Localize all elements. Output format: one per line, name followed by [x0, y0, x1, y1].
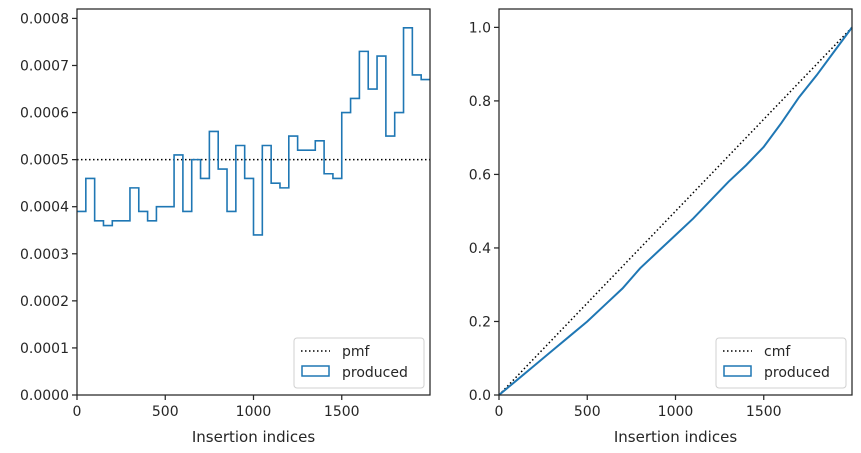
left-y-tick-label: 0.0004 — [20, 200, 69, 216]
left-x-ticks: 0 500 1000 1500 — [73, 395, 360, 420]
left-series-produced — [77, 27, 430, 236]
left-legend-produced-label: produced — [342, 365, 408, 381]
right-x-ticks: 0 500 1000 1500 — [495, 395, 782, 420]
right-x-tick-label: 500 — [574, 404, 601, 420]
left-x-tick-label: 0 — [73, 404, 82, 420]
right-y-tick-label: 0.8 — [469, 94, 491, 110]
right-legend-produced-swatch — [723, 365, 752, 377]
left-x-tick-label: 1500 — [324, 404, 360, 420]
right-chart: 0.0 0.2 0.4 0.6 0.8 1.0 0 500 1000 1500 Insertio… — [469, 8, 853, 446]
right-legend-produced-label: produced — [764, 365, 830, 381]
left-legend-produced-swatch — [301, 365, 330, 377]
right-y-tick-label: 0.2 — [469, 314, 491, 330]
left-y-tick-label: 0.0003 — [20, 247, 69, 263]
right-legend-cmf-label: cmf — [764, 344, 791, 360]
left-y-tick-label: 0.0008 — [20, 11, 69, 27]
left-y-ticks: 0.0000 0.0001 0.0002 0.0003 0.0004 0.0005 0.00… — [20, 11, 77, 404]
left-plot-area — [77, 27, 430, 236]
right-y-tick-label: 0.6 — [469, 167, 491, 183]
right-x-tick-label: 1500 — [746, 404, 782, 420]
right-axes-frame — [498, 8, 853, 396]
left-legend-pmf-label: pmf — [342, 344, 371, 360]
right-x-tick-label: 0 — [495, 404, 504, 420]
left-x-tick-label: 500 — [152, 404, 179, 420]
left-x-tick-label: 1000 — [236, 404, 272, 420]
left-legend: pmf produced — [293, 337, 425, 389]
right-series-produced — [498, 26, 853, 396]
right-x-tick-label: 1000 — [658, 404, 694, 420]
right-series-cmf — [498, 26, 853, 396]
right-y-ticks: 0.0 0.2 0.4 0.6 0.8 1.0 — [469, 20, 499, 404]
right-y-tick-label: 0.4 — [469, 241, 491, 257]
left-y-tick-label: 0.0001 — [20, 341, 69, 357]
right-legend: cmf produced — [715, 337, 847, 389]
right-plot-area — [498, 26, 853, 396]
left-chart: 0.0000 0.0001 0.0002 0.0003 0.0004 0.0005 0.00… — [20, 8, 431, 446]
left-x-axis-label: Insertion indices — [192, 428, 315, 446]
left-y-tick-label: 0.0000 — [20, 388, 69, 404]
left-y-tick-label: 0.0006 — [20, 106, 69, 122]
right-y-tick-label: 0.0 — [469, 388, 491, 404]
right-y-tick-label: 1.0 — [469, 20, 491, 36]
left-y-tick-label: 0.0007 — [20, 58, 69, 74]
left-y-tick-label: 0.0005 — [20, 153, 69, 169]
left-y-tick-label: 0.0002 — [20, 294, 69, 310]
right-x-axis-label: Insertion indices — [614, 428, 737, 446]
